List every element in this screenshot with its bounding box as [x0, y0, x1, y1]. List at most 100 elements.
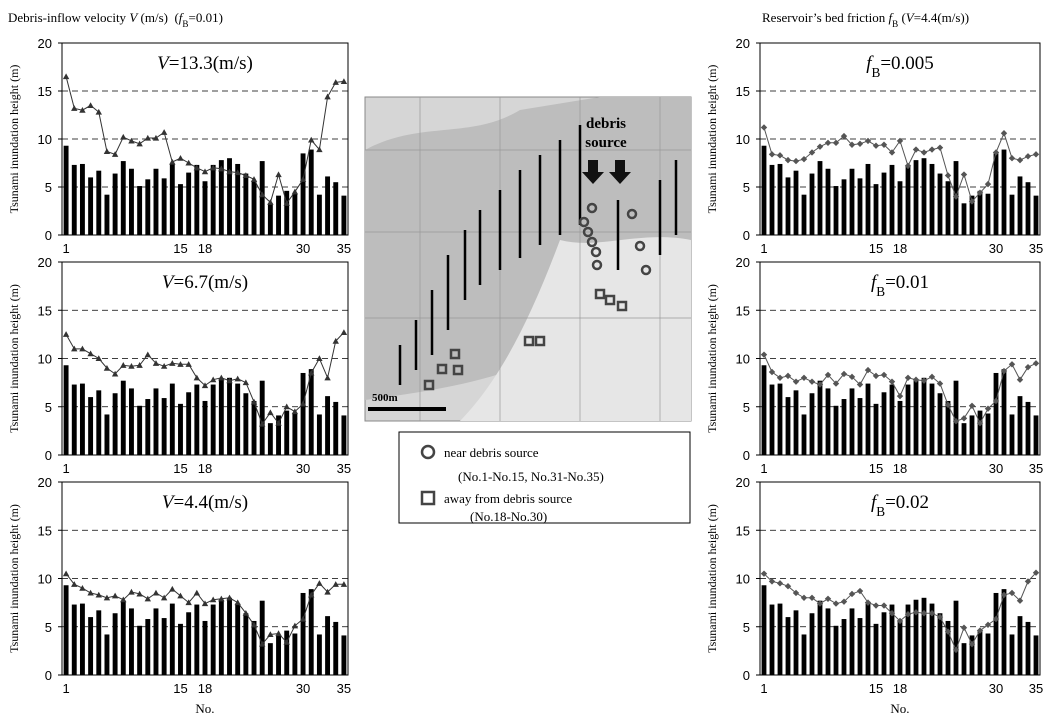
bar: [276, 196, 281, 235]
bar: [898, 181, 903, 235]
line-marker: [185, 160, 191, 166]
line-marker: [809, 378, 815, 384]
bar: [154, 608, 159, 675]
y-tick-label: 5: [743, 400, 750, 415]
bar: [301, 593, 306, 675]
bar: [333, 402, 338, 455]
bar: [211, 165, 216, 235]
bar: [1018, 176, 1023, 235]
bar: [1018, 616, 1023, 675]
bar: [962, 203, 967, 235]
bar: [96, 610, 101, 675]
bar: [186, 392, 191, 455]
bar: [145, 179, 150, 235]
line-marker: [1009, 155, 1015, 161]
line-marker: [120, 362, 126, 368]
bar: [1002, 150, 1007, 235]
line-marker: [292, 189, 298, 195]
text-part: =13.3(m/s): [169, 53, 253, 74]
bar: [104, 414, 109, 455]
bar: [219, 380, 224, 455]
bar: [858, 618, 863, 675]
bar: [162, 178, 167, 235]
bar: [930, 164, 935, 235]
bar: [268, 643, 273, 675]
line-marker: [275, 630, 281, 636]
bar: [145, 619, 150, 675]
bar: [252, 181, 257, 235]
x-tick-label: 30: [989, 461, 1003, 476]
line-marker: [243, 379, 249, 385]
bar: [1002, 589, 1007, 675]
bar: [882, 173, 887, 235]
line-marker: [194, 375, 200, 381]
bar: [1010, 414, 1015, 455]
bar: [80, 164, 85, 235]
bar: [88, 617, 93, 675]
y-tick-label: 10: [38, 352, 52, 367]
bar: [922, 158, 927, 235]
bar: [219, 600, 224, 675]
bar: [978, 411, 983, 455]
x-tick-label: 1: [760, 241, 767, 256]
line-marker: [945, 172, 951, 178]
x-tick-label: 30: [296, 461, 310, 476]
y-axis-label: Tsunami inundation height (m): [705, 65, 719, 214]
bar: [276, 635, 281, 675]
text-part: (m/s) (: [137, 10, 179, 25]
y-axis-label: Tsunami inundation height (m): [7, 65, 21, 214]
text-part: (: [898, 10, 906, 25]
bar: [882, 612, 887, 675]
bar: [794, 390, 799, 455]
line-marker: [63, 331, 69, 337]
bar: [954, 601, 959, 675]
y-axis-label: Tsunami inundation height (m): [705, 284, 719, 433]
bar: [786, 397, 791, 455]
line-marker: [104, 148, 110, 154]
bar: [211, 605, 216, 675]
bar: [810, 613, 815, 675]
text-part: =6.7(m/s): [174, 272, 249, 293]
bar: [834, 626, 839, 675]
line-marker: [769, 369, 775, 375]
bar: [938, 174, 943, 235]
bar: [898, 401, 903, 455]
bar: [874, 624, 879, 675]
bar: [890, 165, 895, 235]
bar: [826, 169, 831, 235]
bar: [301, 373, 306, 455]
x-tick-label: 15: [869, 681, 883, 696]
line-marker: [873, 143, 879, 149]
bar: [930, 384, 935, 455]
bar: [137, 626, 142, 675]
legend-text: near debris source: [444, 445, 539, 460]
x-tick-label: 18: [893, 241, 907, 256]
bar: [1010, 634, 1015, 675]
bar: [235, 384, 240, 455]
y-tick-label: 20: [38, 36, 52, 51]
bar: [818, 161, 823, 235]
line-marker: [324, 94, 330, 100]
bar: [145, 399, 150, 455]
bar: [834, 186, 839, 235]
line-marker: [905, 375, 911, 381]
bar: [762, 585, 767, 675]
figure: Debris-inflow velocity V (m/s) (fB=0.01)…: [0, 0, 1049, 719]
bar: [1034, 196, 1039, 235]
x-tick-label: 15: [173, 241, 187, 256]
bar: [317, 414, 322, 455]
bar: [96, 390, 101, 455]
bar: [810, 174, 815, 235]
bar: [770, 385, 775, 455]
bar: [194, 605, 199, 675]
x-tick-label: 18: [893, 681, 907, 696]
y-tick-label: 10: [736, 572, 750, 587]
bar: [978, 191, 983, 235]
bar: [219, 160, 224, 235]
bar: [906, 385, 911, 455]
bar: [137, 406, 142, 455]
line-marker: [161, 129, 167, 135]
bar: [243, 174, 248, 235]
bar: [80, 604, 85, 675]
chart-annotation: fB=0.005: [866, 53, 934, 80]
